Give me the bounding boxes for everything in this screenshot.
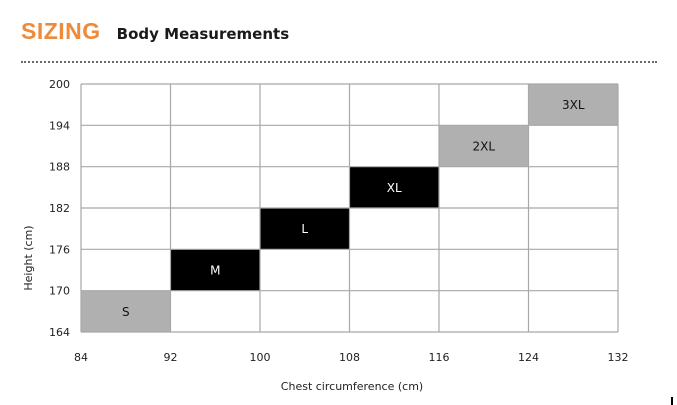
x-axis-label: Chest circumference (cm) xyxy=(281,380,423,393)
y-tick-label: 164 xyxy=(49,326,70,339)
size-label-l: L xyxy=(301,222,308,236)
x-tick-labels: 84 92 100 108 116 124 132 xyxy=(74,351,629,364)
size-cell-l xyxy=(260,208,350,250)
y-tick-label: 188 xyxy=(49,161,70,174)
size-cell-xl xyxy=(349,166,439,208)
size-cell-2xl xyxy=(439,125,529,167)
edge-mark xyxy=(671,397,673,405)
size-cell-s xyxy=(81,290,171,332)
x-tick-label: 124 xyxy=(518,351,539,364)
chart-grid xyxy=(80,83,619,333)
size-label-s: S xyxy=(122,305,130,319)
y-tick-label: 182 xyxy=(49,202,70,215)
brand-title: SIZING xyxy=(21,18,101,44)
size-label-m: M xyxy=(210,264,220,278)
y-tick-labels: 164 170 176 182 188 194 200 xyxy=(49,78,70,339)
size-cell-m xyxy=(170,249,260,291)
x-tick-label: 108 xyxy=(339,351,360,364)
y-tick-label: 200 xyxy=(49,78,70,91)
y-tick-label: 194 xyxy=(49,119,70,132)
x-tick-label: 100 xyxy=(250,351,271,364)
size-label-3xl: 3XL xyxy=(562,98,585,112)
x-tick-label: 92 xyxy=(164,351,178,364)
header: SIZING Body Measurements xyxy=(21,18,289,48)
y-axis-label: Height (cm) xyxy=(22,225,35,290)
page-subtitle: Body Measurements xyxy=(116,25,290,43)
dotted-divider xyxy=(21,61,657,63)
y-tick-label: 176 xyxy=(49,243,70,256)
y-tick-label: 170 xyxy=(49,285,70,298)
size-cell-3xl xyxy=(528,84,618,126)
size-label-2xl: 2XL xyxy=(472,140,495,154)
size-label-xl: XL xyxy=(387,181,402,195)
x-tick-label: 116 xyxy=(429,351,450,364)
size-cells: S M L XL 2XL 3XL xyxy=(81,84,618,332)
x-tick-label: 84 xyxy=(74,351,88,364)
x-tick-label: 132 xyxy=(608,351,629,364)
